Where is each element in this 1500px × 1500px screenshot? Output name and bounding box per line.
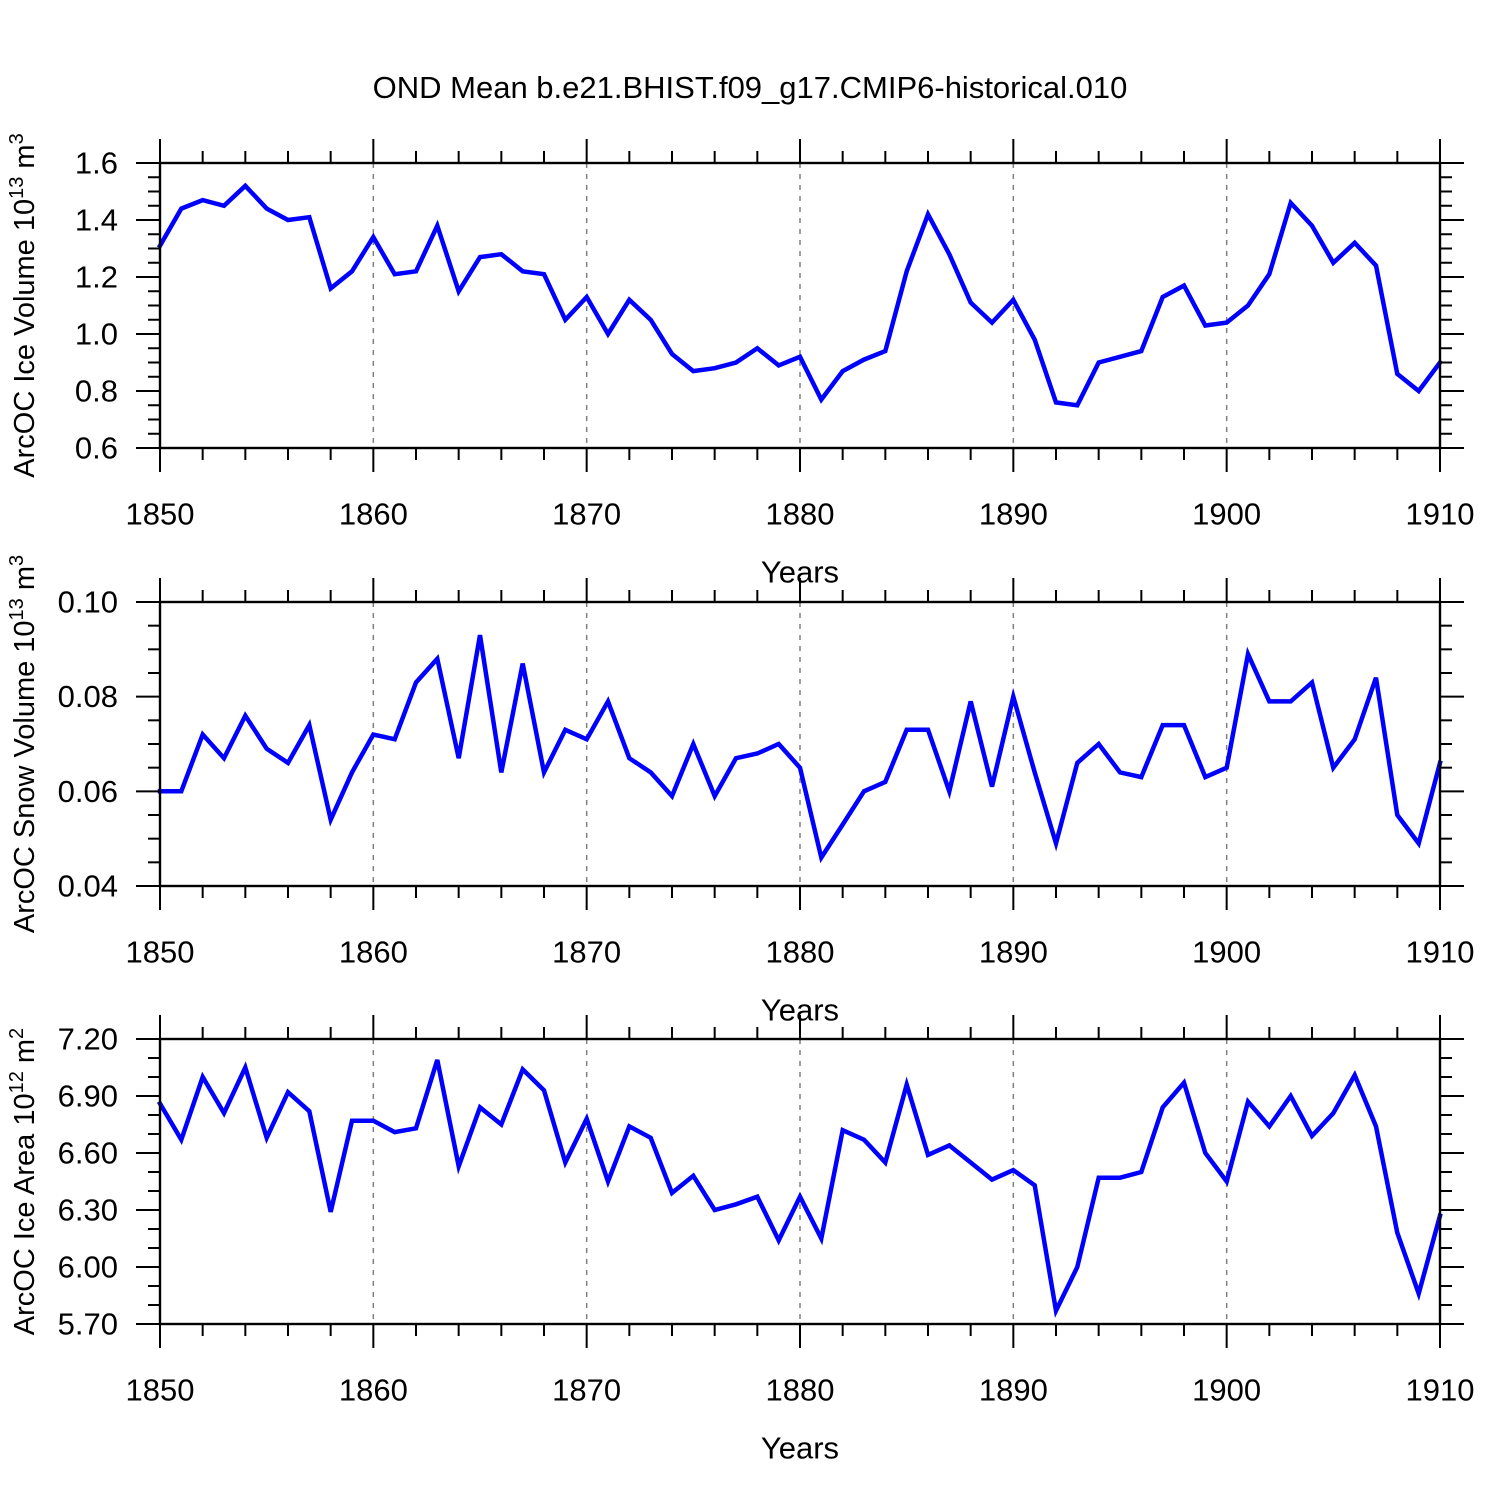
- y-tick-label: 5.70: [58, 1307, 118, 1342]
- y-tick-label: 0.08: [58, 679, 118, 714]
- figure-title: OND Mean b.e21.BHIST.f09_g17.CMIP6-histo…: [372, 70, 1128, 105]
- ice-volume-chart: 1850 1860 1870 1880 1890 1900 1910Years0.60.81…: [6, 133, 1474, 589]
- x-tick-label: 1850: [126, 1373, 195, 1408]
- y-tick-label: 0.6: [75, 431, 118, 466]
- x-tick-label: 1910: [1406, 497, 1475, 532]
- y-tick-label: 1.0: [75, 317, 118, 352]
- ice-area-data-line: [156, 1059, 1443, 1318]
- x-tick-label: 1900: [1192, 1373, 1261, 1408]
- x-axis-title: Years: [761, 1431, 839, 1466]
- x-tick-label: 1870: [552, 1373, 621, 1408]
- snow-volume-chart: 1850 1860 1870 1880 1890 1900 1910Years0.040.0…: [6, 555, 1474, 1028]
- x-tick-label: 1880: [766, 935, 835, 970]
- y-tick-label: 6.30: [58, 1193, 118, 1228]
- x-tick-label: 1890: [979, 1373, 1048, 1408]
- y-tick-label: 6.90: [58, 1079, 118, 1114]
- y-tick-label: 6.60: [58, 1136, 118, 1171]
- x-tick-label: 1860: [339, 935, 408, 970]
- x-tick-label: 1870: [552, 935, 621, 970]
- y-tick-label: 6.00: [58, 1250, 118, 1285]
- x-tick-label: 1890: [979, 497, 1048, 532]
- x-tick-label: 1860: [339, 1373, 408, 1408]
- x-tick-label: 1880: [766, 497, 835, 532]
- x-tick-label: 1860: [339, 497, 408, 532]
- x-tick-label: 1910: [1406, 1373, 1475, 1408]
- y-tick-label: 1.6: [75, 146, 118, 181]
- plot-frame: [158, 600, 1442, 888]
- x-tick-label: 1850: [126, 935, 195, 970]
- x-tick-label: 1890: [979, 935, 1048, 970]
- x-tick-label: 1900: [1192, 497, 1261, 532]
- y-tick-label: 0.8: [75, 374, 118, 409]
- y-tick-label: 0.10: [58, 585, 118, 620]
- y-axis-title: ArcOC Snow Volume 1013 m3: [6, 555, 41, 933]
- y-tick-label: 1.4: [75, 203, 118, 238]
- snow-volume-data-line: [157, 634, 1443, 864]
- y-tick-label: 1.2: [75, 260, 118, 295]
- y-tick-label: 0.06: [58, 774, 118, 809]
- y-axis-title: ArcOC Ice Volume 1013 m3: [6, 133, 41, 477]
- y-tick-label: 7.20: [58, 1022, 118, 1057]
- x-tick-label: 1880: [766, 1373, 835, 1408]
- x-tick-label: 1850: [126, 497, 195, 532]
- ice-volume-data-line: [156, 182, 1444, 408]
- y-tick-label: 0.04: [58, 869, 118, 904]
- ice-area-chart: 1850 1860 1870 1880 1890 1900 1910 Years 5.70 6.0…: [6, 1015, 1474, 1466]
- x-tick-label: 1900: [1192, 935, 1261, 970]
- x-tick-label: 1870: [552, 497, 621, 532]
- y-axis-title: ArcOC Ice Area 1012 m2: [6, 1028, 41, 1335]
- x-tick-label: 1910: [1406, 935, 1475, 970]
